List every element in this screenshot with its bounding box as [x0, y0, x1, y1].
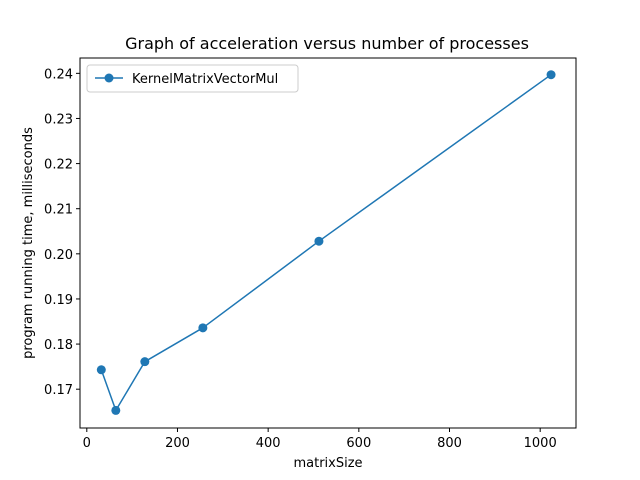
- series-layer: [96, 70, 556, 415]
- y-tick-label: 0.21: [44, 203, 73, 218]
- x-tick-label: 400: [256, 436, 281, 451]
- x-tick-label: 200: [165, 436, 190, 451]
- plot-area: [79, 57, 577, 429]
- y-tick-label: 0.22: [44, 158, 73, 173]
- legend: KernelMatrixVectorMul: [86, 64, 299, 93]
- legend-marker-swatch: [104, 73, 114, 83]
- x-tick-label: 600: [346, 436, 371, 451]
- data-point: [198, 323, 208, 333]
- chart-title: Graph of acceleration versus number of p…: [125, 34, 529, 53]
- y-tick-label: 0.23: [44, 112, 73, 127]
- y-tick-label: 0.24: [44, 67, 73, 82]
- y-tick-label: 0.20: [44, 248, 73, 263]
- y-axis-label: program running time, milliseconds: [21, 127, 36, 359]
- axes-frame: [79, 57, 577, 429]
- data-point: [96, 365, 106, 375]
- y-tick-label: 0.18: [44, 338, 73, 353]
- data-point: [140, 357, 150, 367]
- data-point: [546, 70, 556, 80]
- data-point: [111, 405, 121, 415]
- y-tick-label: 0.17: [44, 383, 73, 398]
- legend-label: KernelMatrixVectorMul: [132, 72, 278, 87]
- y-tick-label: 0.19: [44, 293, 73, 308]
- x-axis-ticks: 0 200 400 600 800 1000: [83, 428, 557, 451]
- x-tick-label: 1000: [524, 436, 557, 451]
- x-tick-label: 800: [437, 436, 462, 451]
- y-axis-ticks: 0.17 0.18 0.19 0.20 0.21 0.22 0.23 0.24: [44, 67, 80, 398]
- x-axis-label: matrixSize: [293, 456, 362, 471]
- series-line: [100, 74, 552, 412]
- legend-box: [86, 64, 299, 93]
- data-point: [314, 236, 324, 246]
- x-tick-label: 0: [83, 436, 91, 451]
